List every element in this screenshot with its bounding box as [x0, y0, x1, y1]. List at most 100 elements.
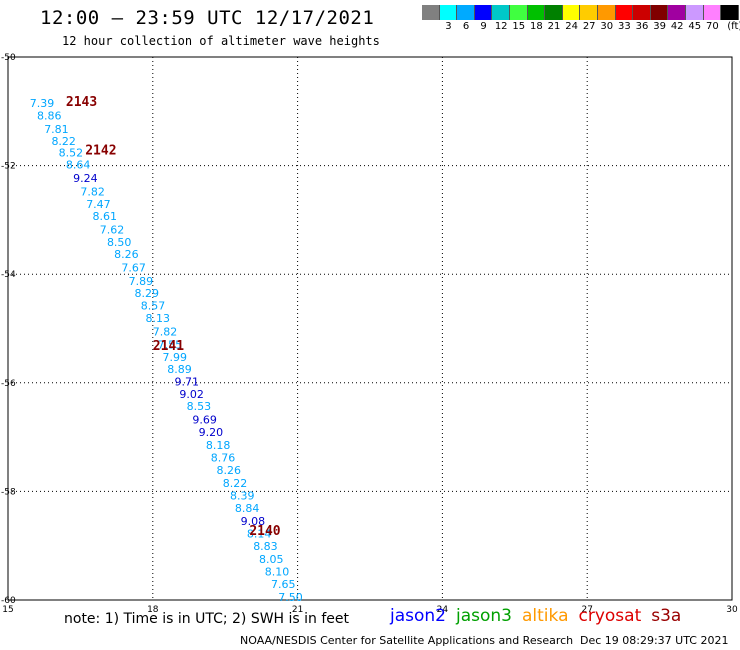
scale-label: 24: [565, 21, 578, 32]
scale-label: 39: [653, 21, 666, 32]
satellite-legend-item: altika: [522, 606, 569, 626]
scale-swatch: [580, 5, 598, 20]
scale-swatch: [650, 5, 669, 20]
x-tick-label: 21: [292, 605, 303, 615]
wave-height-label: 8.29: [134, 287, 159, 300]
scale-swatch: [703, 5, 722, 20]
color-scale: [422, 5, 739, 20]
wave-height-label: 7.99: [162, 351, 187, 364]
wave-height-label: 8.84: [235, 502, 260, 515]
credit-text: NOAA/NESDIS Center for Satellite Applica…: [240, 634, 574, 647]
wave-height-label: 8.61: [92, 210, 117, 223]
y-tick-label: -58: [1, 487, 16, 497]
scale-label: 9: [480, 21, 487, 32]
wave-height-label: 8.10: [265, 566, 290, 579]
scale-swatch: [668, 5, 686, 20]
wave-height-label: 9.02: [179, 388, 204, 401]
wave-height-label: 8.89: [167, 363, 192, 376]
y-tick-label: -54: [1, 270, 16, 280]
note-text: note: 1) Time is in UTC; 2) SWH is in fe…: [64, 611, 350, 627]
wave-height-label: 8.14: [247, 528, 271, 541]
wave-height-label: 9.71: [175, 376, 200, 389]
scale-label: 30: [600, 21, 614, 32]
scale-swatch: [615, 5, 634, 20]
scale-swatch: [492, 5, 510, 20]
x-tick-label: 18: [147, 605, 159, 615]
scale-swatch: [721, 5, 739, 20]
x-tick-label: 30: [726, 605, 738, 615]
y-tick-label: -52: [1, 162, 16, 172]
scale-label: 3: [445, 21, 452, 32]
wave-height-label: 7.39: [30, 97, 55, 110]
map-subtitle: 12 hour collection of altimeter wave hei…: [62, 34, 380, 48]
wave-height-label: 9.69: [192, 414, 217, 427]
scale-swatch: [545, 5, 563, 20]
timestamp-text: Dec 19 08:29:37 UTC 2021: [580, 634, 729, 647]
wave-height-label: 7.81: [44, 123, 68, 136]
wave-height-label: 7.55: [158, 339, 183, 352]
wave-height-label: 7.47: [86, 198, 111, 211]
scale-label: 27: [582, 21, 596, 32]
wave-height-label: 8.53: [187, 400, 212, 413]
pass-number-label: 2143: [66, 95, 97, 110]
scale-swatch: [562, 5, 581, 20]
wave-height-label: 8.05: [259, 553, 284, 566]
wave-height-label: 8.50: [107, 236, 131, 249]
wave-height-label: 8.26: [217, 464, 242, 477]
wave-height-label: 7.89: [129, 275, 154, 288]
wave-height-label: 8.18: [206, 439, 231, 452]
scale-swatch: [597, 5, 616, 20]
y-tick-label: -56: [1, 379, 16, 389]
wave-height-label: 8.86: [37, 109, 62, 122]
wave-height-label: 7.62: [100, 223, 125, 236]
wave-height-label: 9.24: [73, 172, 98, 185]
scale-label: 12: [494, 21, 508, 32]
wave-height-label: 7.82: [80, 185, 105, 198]
wave-height-label: 8.83: [253, 540, 278, 553]
scale-swatch: [439, 5, 458, 20]
scale-label: 15: [512, 21, 526, 32]
wave-height-label: 8.39: [230, 490, 255, 503]
scale-swatch: [422, 5, 440, 20]
wave-height-label: 8.22: [51, 135, 76, 148]
scale-swatch: [474, 5, 493, 20]
pass-number-label: 2140: [249, 524, 280, 539]
wave-height-label: 7.65: [271, 578, 296, 591]
scale-label: 42: [670, 21, 684, 32]
wave-height-label: 8.64: [66, 158, 91, 171]
wave-height-label: 7.82: [153, 326, 178, 339]
scale-swatch: [685, 5, 704, 20]
scale-label: 45: [688, 21, 702, 32]
scale-swatch: [457, 5, 475, 20]
scale-label: 70: [706, 21, 719, 32]
wave-height-label: 8.57: [141, 299, 166, 312]
scale-label: 21: [547, 21, 561, 32]
wave-height-label: 8.26: [114, 248, 139, 261]
scale-label: 18: [530, 21, 543, 32]
scale-swatch: [633, 5, 651, 20]
y-tick-label: -60: [1, 596, 16, 606]
satellite-legend-item: jason3: [456, 606, 512, 626]
map-frame: [7, 56, 733, 601]
scale-swatch: [509, 5, 528, 20]
wave-height-label: 9.20: [199, 426, 224, 439]
wave-height-label: 8.52: [59, 146, 84, 159]
scale-label: 6: [462, 21, 470, 32]
scale-label: 33: [618, 21, 631, 32]
wave-height-label: 8.13: [146, 312, 171, 325]
y-tick-label: -50: [1, 53, 16, 63]
wave-height-label: 7.50: [278, 591, 303, 604]
x-tick-label: 27: [581, 605, 592, 615]
map-title: 12:00 – 23:59 UTC 12/17/2021: [40, 7, 375, 29]
scale-label: 36: [635, 21, 649, 32]
satellite-legend-item: s3a: [651, 606, 682, 626]
pass-number-label: 2141: [153, 339, 184, 354]
scale-swatch: [527, 5, 546, 20]
wave-height-label: 8.22: [223, 477, 248, 490]
wave-height-label: 9.08: [241, 515, 265, 528]
satellite-legend: jason2 jason3 altika cryosat s3a: [390, 606, 691, 626]
x-tick-label: 15: [2, 605, 13, 615]
satellite-legend-item: jason2: [390, 606, 446, 626]
satellite-legend-item: cryosat: [578, 606, 642, 626]
